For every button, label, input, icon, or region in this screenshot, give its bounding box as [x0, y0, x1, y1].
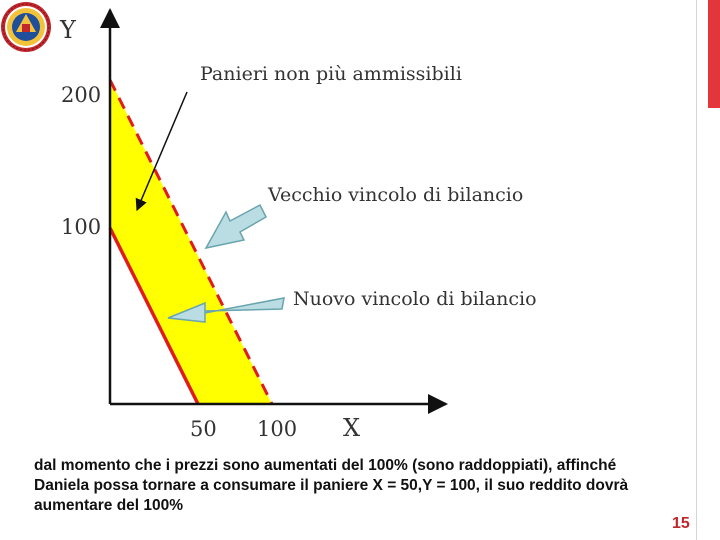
university-seal-icon	[1, 2, 51, 52]
caption-text: dal momento che i prezzi sono aumentati …	[34, 457, 629, 514]
old-constraint-annotation: Vecchio vincolo di bilancio	[267, 184, 523, 206]
y-tick-label: 100	[61, 215, 101, 239]
y-axis-label: Y	[59, 16, 77, 44]
new-budget-line	[108, 227, 200, 405]
old-constraint-arrow	[204, 203, 267, 250]
y-tick-label: 200	[61, 83, 101, 107]
infeasible-pointer-arrow	[135, 91, 188, 212]
x-axis-label: X	[343, 414, 360, 442]
slide-number: 15	[672, 515, 690, 532]
accent-tab	[708, 0, 720, 108]
slide-border-line	[696, 0, 697, 540]
budget-constraint-diagram: Y X 200 100 50 100 Panieri non più ammis…	[59, 8, 537, 442]
x-tick-label: 50	[190, 417, 217, 441]
new-constraint-arrow	[167, 297, 285, 323]
new-constraint-annotation: Nuovo vincolo di bilancio	[293, 288, 537, 310]
old-budget-line	[108, 79, 274, 405]
infeasible-annotation: Panieri non più ammissibili	[200, 63, 462, 85]
x-tick-label: 100	[257, 417, 297, 441]
